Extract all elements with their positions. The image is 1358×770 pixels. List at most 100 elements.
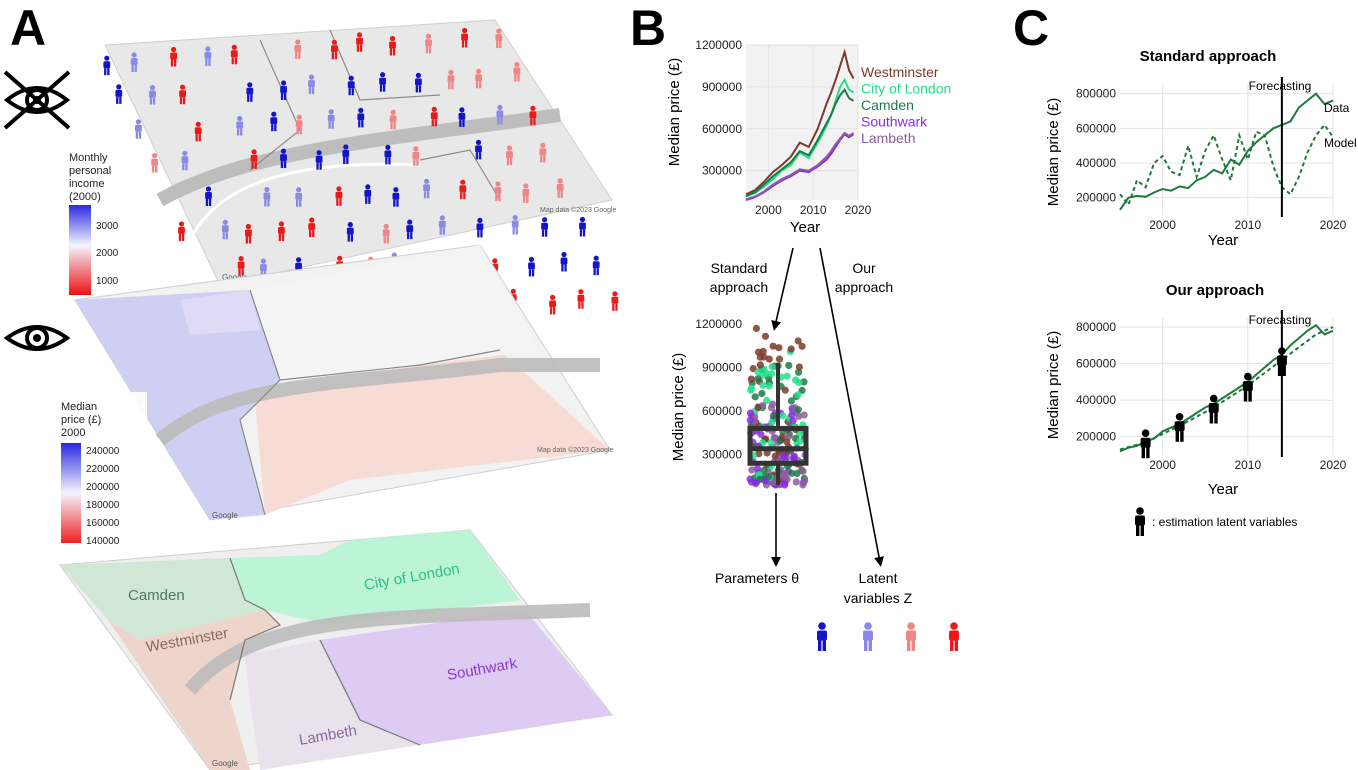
income-person-icon bbox=[103, 55, 111, 76]
income-person-icon bbox=[511, 214, 519, 235]
scatter-point bbox=[789, 417, 797, 425]
b-box-ticks: 300000 600000 900000 1200000 bbox=[695, 317, 742, 462]
panel-b: B 2000 2010 2020 300000 600000 900000 1200000 … bbox=[630, 0, 959, 651]
arrow-standard bbox=[771, 247, 794, 331]
x-tick-label: 2000 bbox=[1149, 458, 1176, 472]
scatter-point bbox=[787, 345, 795, 353]
income-person-icon bbox=[528, 256, 535, 277]
latent-legend-text: : estimation latent variables bbox=[1152, 515, 1297, 529]
legend-lambeth: Lambeth bbox=[861, 130, 915, 146]
income-person-icon bbox=[592, 255, 600, 276]
scatter-point bbox=[796, 437, 804, 445]
plot-background bbox=[1120, 318, 1333, 455]
scatter-point bbox=[794, 406, 802, 414]
price-legend-title-3: 2000 bbox=[61, 427, 85, 439]
scatter-point bbox=[748, 466, 756, 474]
price-tick-240000: 240000 bbox=[86, 446, 120, 457]
b-y-axis-label: Median price (£) bbox=[666, 58, 683, 166]
region-label-camden: Camden bbox=[128, 587, 185, 604]
map-credit: Map data ©2023 Google bbox=[540, 206, 616, 214]
income-person-icon bbox=[151, 153, 158, 173]
person-icon-low-income bbox=[949, 622, 959, 651]
google-logo-2: Google bbox=[212, 511, 238, 520]
price-tick-160000: 160000 bbox=[86, 518, 120, 529]
c-standard-title: Standard approach bbox=[1140, 48, 1277, 65]
scatter-point bbox=[752, 324, 761, 332]
b-box-points bbox=[746, 324, 810, 489]
latent-variables-label-1: Latent bbox=[859, 570, 898, 586]
region-lambeth bbox=[245, 640, 420, 770]
price-tick-140000: 140000 bbox=[86, 536, 120, 547]
scatter-point bbox=[787, 397, 796, 405]
scatter-point bbox=[746, 409, 755, 417]
google-logo: Google bbox=[222, 273, 248, 282]
scatter-point bbox=[754, 368, 762, 376]
c-our-x-label: Year bbox=[1208, 481, 1238, 498]
price-legend-title-2: price (£) bbox=[61, 414, 101, 426]
scatter-point bbox=[795, 363, 804, 371]
c-model-label: Model bbox=[1324, 136, 1357, 150]
series-line-westminster bbox=[745, 48, 855, 196]
income-person-icon bbox=[115, 84, 123, 104]
series-line-data bbox=[1119, 92, 1334, 211]
income-legend: Monthly personal income (2000) 3000 2000… bbox=[63, 148, 145, 298]
series-line-model bbox=[1119, 123, 1334, 207]
scatter-point bbox=[783, 438, 791, 446]
price-legend-title-1: Median bbox=[61, 401, 97, 413]
y-tick-label: 900000 bbox=[702, 80, 742, 94]
person-icon-mid-high-income bbox=[863, 622, 873, 651]
box-iqr bbox=[747, 425, 809, 466]
arrow-our bbox=[819, 247, 884, 567]
scatter-point bbox=[795, 412, 803, 420]
c-standard-y-label: Median price (£) bbox=[1045, 98, 1062, 206]
person-icon-mid-low-income bbox=[906, 622, 916, 651]
b-line-series bbox=[745, 48, 855, 201]
c-our-grid bbox=[1120, 318, 1334, 455]
scatter-point bbox=[754, 404, 762, 412]
scatter-point bbox=[756, 361, 765, 369]
income-tick-2000: 2000 bbox=[96, 248, 119, 259]
scatter-point bbox=[779, 412, 787, 420]
y-tick-label: 300000 bbox=[702, 448, 742, 462]
y-tick-label: 1200000 bbox=[695, 38, 742, 52]
region-southwark bbox=[320, 610, 612, 745]
x-tick-label: 2010 bbox=[1234, 458, 1261, 472]
parameters-theta-label: Parameters θ bbox=[715, 570, 799, 586]
panel-letter-c: C bbox=[1013, 0, 1049, 56]
scatter-point bbox=[799, 467, 807, 475]
scatter-point bbox=[765, 382, 773, 390]
income-person-icon bbox=[611, 291, 619, 311]
price-tick-180000: 180000 bbox=[86, 500, 120, 511]
map-credit-2: Map data ©2023 Google bbox=[537, 446, 613, 454]
y-tick-label: 400000 bbox=[1076, 393, 1116, 407]
scatter-point bbox=[782, 474, 790, 482]
income-legend-title-4: (2000) bbox=[69, 191, 101, 203]
price-legend: Median price (£) 2000 240000 220000 2000… bbox=[55, 392, 147, 547]
scatter-point bbox=[762, 369, 771, 377]
scatter-point bbox=[771, 452, 779, 460]
x-tick-label: 2000 bbox=[1149, 218, 1176, 232]
scatter-point bbox=[775, 355, 784, 363]
standard-approach-label-2: approach bbox=[710, 279, 768, 295]
panel-letter-b: B bbox=[630, 0, 666, 56]
income-legend-title-2: personal bbox=[69, 165, 111, 177]
price-tick-220000: 220000 bbox=[86, 464, 120, 475]
region-camden bbox=[60, 558, 265, 640]
latent-people-icons bbox=[817, 622, 959, 651]
map-layer-income: Map data ©2023 Google Google bbox=[103, 19, 619, 316]
x-tick-label: 2020 bbox=[845, 203, 872, 217]
scatter-point bbox=[756, 353, 764, 361]
y-tick-label: 200000 bbox=[1076, 191, 1116, 205]
latent-variables-label-2: variables Z bbox=[844, 590, 913, 606]
scatter-point bbox=[763, 396, 771, 405]
c-standard-grid bbox=[1120, 85, 1334, 215]
x-tick-label: 2020 bbox=[1320, 218, 1347, 232]
legend-city-of-london: City of London bbox=[861, 81, 951, 97]
latent-legend-person-icon bbox=[1135, 507, 1145, 536]
scatter-point bbox=[747, 375, 755, 383]
legend-camden: Camden bbox=[861, 97, 914, 113]
scatter-point bbox=[759, 381, 767, 389]
scatter-point bbox=[761, 332, 770, 340]
